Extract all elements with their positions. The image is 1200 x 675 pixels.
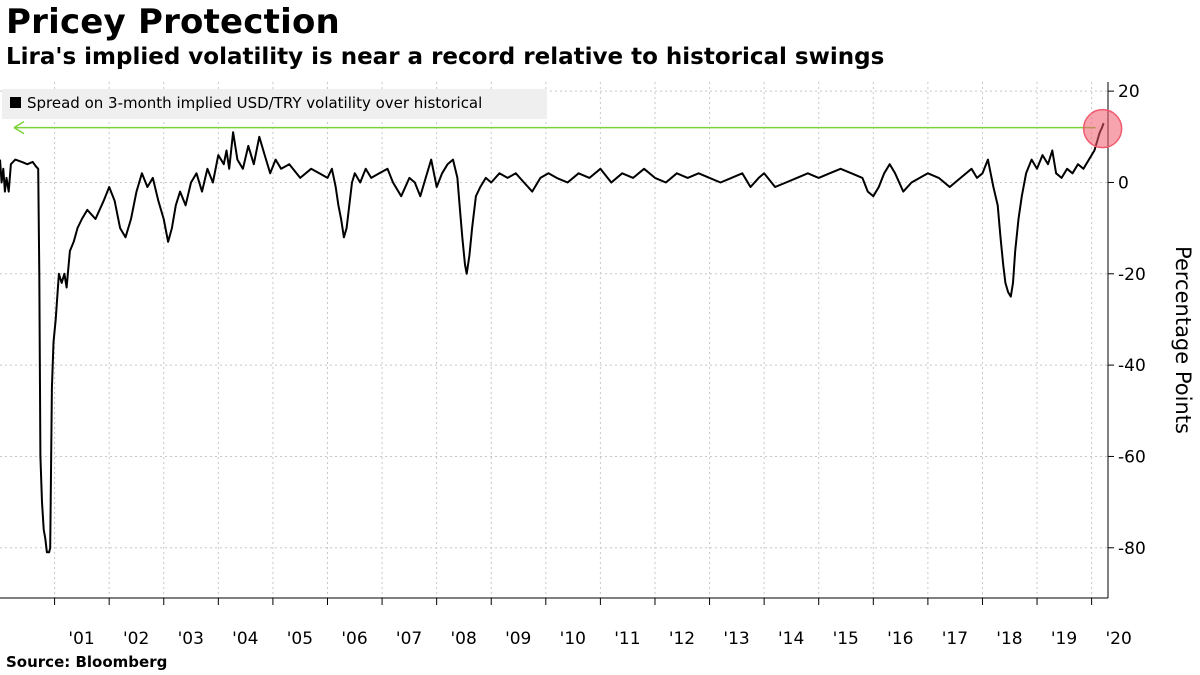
y-axis-label: Percentage Points — [1171, 246, 1195, 434]
x-tick-label: '15 — [833, 629, 859, 649]
series-spread-line — [0, 122, 1105, 554]
source-note: Source: Bloomberg — [6, 653, 168, 671]
x-tick-label: '01 — [68, 629, 94, 649]
legend-background — [2, 89, 547, 119]
x-tick-label: '18 — [996, 629, 1022, 649]
vertical-gridlines — [54, 82, 1093, 605]
y-tick-label: -20 — [1118, 265, 1146, 285]
x-tick-label: '04 — [232, 629, 258, 649]
x-tick-label: '17 — [942, 629, 968, 649]
highlight-circle — [1082, 108, 1123, 149]
x-axis-tick-labels: '01 '02 '03 '04 '05 '06 '07 '08 '09 '10 '11 '12 '13 '… — [68, 629, 1131, 649]
x-tick-label: '03 — [178, 629, 204, 649]
y-tick-label: -80 — [1118, 539, 1146, 559]
x-tick-label: '11 — [614, 629, 640, 649]
x-tick-label: '02 — [123, 629, 149, 649]
x-tick-label: '05 — [287, 629, 313, 649]
y-tick-label: 20 — [1118, 82, 1140, 102]
y-axis-tick-labels: 20 0 -20 -40 -60 -80 — [1118, 82, 1146, 559]
y-tick-label: -60 — [1118, 447, 1146, 467]
x-tick-label: '10 — [560, 629, 586, 649]
horizontal-gridlines — [0, 90, 1114, 549]
axes — [0, 82, 1109, 599]
x-tick-label: '06 — [341, 629, 367, 649]
x-tick-label: '12 — [669, 629, 695, 649]
x-tick-label: '09 — [505, 629, 531, 649]
x-tick-label: '08 — [450, 629, 476, 649]
x-tick-label: '14 — [778, 629, 804, 649]
x-tick-label: '20 — [1105, 629, 1131, 649]
legend-label: Spread on 3-month implied USD/TRY volati… — [27, 94, 482, 112]
reference-annotation — [13, 108, 1123, 149]
x-tick-label: '16 — [887, 629, 913, 649]
x-tick-label: '19 — [1051, 629, 1077, 649]
x-tick-label: '13 — [723, 629, 749, 649]
x-tick-label: '07 — [396, 629, 422, 649]
chart-title: Pricey Protection — [6, 2, 340, 42]
series-line-0 — [0, 122, 1105, 554]
reference-arrow-head — [13, 121, 25, 135]
chart-subtitle: Lira's implied volatility is near a reco… — [6, 44, 885, 70]
y-tick-label: 0 — [1118, 173, 1129, 193]
y-tick-label: -40 — [1118, 356, 1146, 376]
legend-swatch — [10, 97, 21, 108]
